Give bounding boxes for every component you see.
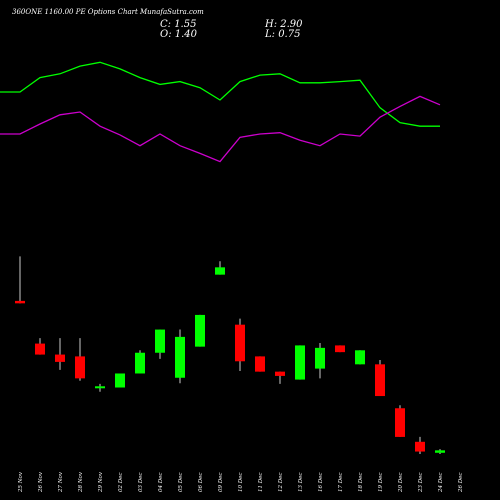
candle-3 <box>55 338 65 370</box>
candle-8 <box>155 329 165 359</box>
indicator-lines <box>0 61 441 163</box>
candle-body <box>95 386 105 389</box>
candle-17 <box>335 345 345 353</box>
open-readout: O: 1.40 <box>160 29 198 40</box>
candle-10 <box>195 314 205 347</box>
indicator-line-2 <box>0 95 441 163</box>
candle-body <box>75 356 85 379</box>
candle-13 <box>255 356 265 372</box>
candle-9 <box>175 329 185 384</box>
candle-7 <box>135 350 145 374</box>
candle-body <box>195 314 205 347</box>
x-tick-label: 12 Dec <box>278 473 284 493</box>
candle-11 <box>215 261 225 275</box>
x-tick-label: 10 Dec <box>238 473 244 493</box>
x-tick-label: 20 Dec <box>398 473 404 494</box>
x-tick-label: 04 Dec <box>158 473 164 493</box>
candle-4 <box>75 338 85 381</box>
candle-body <box>135 352 145 374</box>
low-readout: L: 0.75 <box>264 29 300 40</box>
candle-body <box>315 347 325 369</box>
candle-20 <box>395 405 405 437</box>
indicator-line-1 <box>0 61 440 127</box>
x-tick-label: 11 Dec <box>258 473 264 493</box>
x-tick-label: 19 Dec <box>378 473 384 493</box>
candle-1 <box>15 256 25 304</box>
x-tick-label: 24 Dec <box>438 473 444 494</box>
candle-2 <box>35 338 45 355</box>
candle-22 <box>435 449 445 454</box>
x-tick-label: 26 Nov <box>38 471 44 493</box>
x-tick-label: 13 Dec <box>298 473 304 493</box>
x-tick-label: 27 Nov <box>58 471 64 493</box>
candle-body <box>335 345 345 353</box>
candle-body <box>35 343 45 355</box>
candle-body <box>155 329 165 353</box>
candle-body <box>395 408 405 437</box>
candle-body <box>175 336 185 378</box>
candle-14 <box>275 371 285 384</box>
high-readout: H: 2.90 <box>264 19 303 30</box>
candle-body <box>15 300 25 304</box>
candle-5 <box>95 383 105 392</box>
x-tick-label: 25 Nov <box>18 471 24 493</box>
candle-18 <box>355 350 365 365</box>
x-tick-label: 23 Dec <box>418 473 424 494</box>
candle-body <box>115 373 125 388</box>
x-tick-label: 03 Dec <box>138 473 144 493</box>
candlesticks <box>15 256 445 454</box>
candle-16 <box>315 342 325 379</box>
x-tick-label: 26 Dec <box>458 473 464 494</box>
chart-title: 360ONE 1160.00 PE Options Chart MunafaSu… <box>12 8 204 16</box>
x-tick-label: 18 Dec <box>358 473 364 493</box>
candle-12 <box>235 318 245 372</box>
candle-body <box>415 441 425 452</box>
x-tick-label: 06 Dec <box>198 473 204 493</box>
x-tick-label: 16 Dec <box>318 473 324 493</box>
x-axis-labels: 25 Nov 26 Nov 27 Nov 28 Nov 29 Nov 02 Dec 03 D… <box>18 471 464 493</box>
candle-body <box>295 345 305 380</box>
candle-19 <box>375 360 385 397</box>
x-tick-label: 28 Nov <box>78 471 84 493</box>
candle-body <box>215 267 225 275</box>
candle-15 <box>295 345 305 380</box>
candle-6 <box>115 373 125 388</box>
candle-body <box>435 450 445 453</box>
x-tick-label: 29 Nov <box>98 471 104 493</box>
candle-body <box>375 364 385 397</box>
x-tick-label: 09 Dec <box>218 473 224 493</box>
candle-body <box>275 371 285 376</box>
candle-21 <box>415 436 425 454</box>
candle-body <box>355 350 365 365</box>
candle-body <box>55 354 65 362</box>
candle-body <box>235 324 245 362</box>
x-tick-label: 05 Dec <box>178 473 184 493</box>
x-tick-label: 17 Dec <box>338 473 344 493</box>
candle-body <box>255 356 265 372</box>
x-tick-label: 02 Dec <box>118 473 124 493</box>
close-readout: C: 1.55 <box>160 19 196 30</box>
